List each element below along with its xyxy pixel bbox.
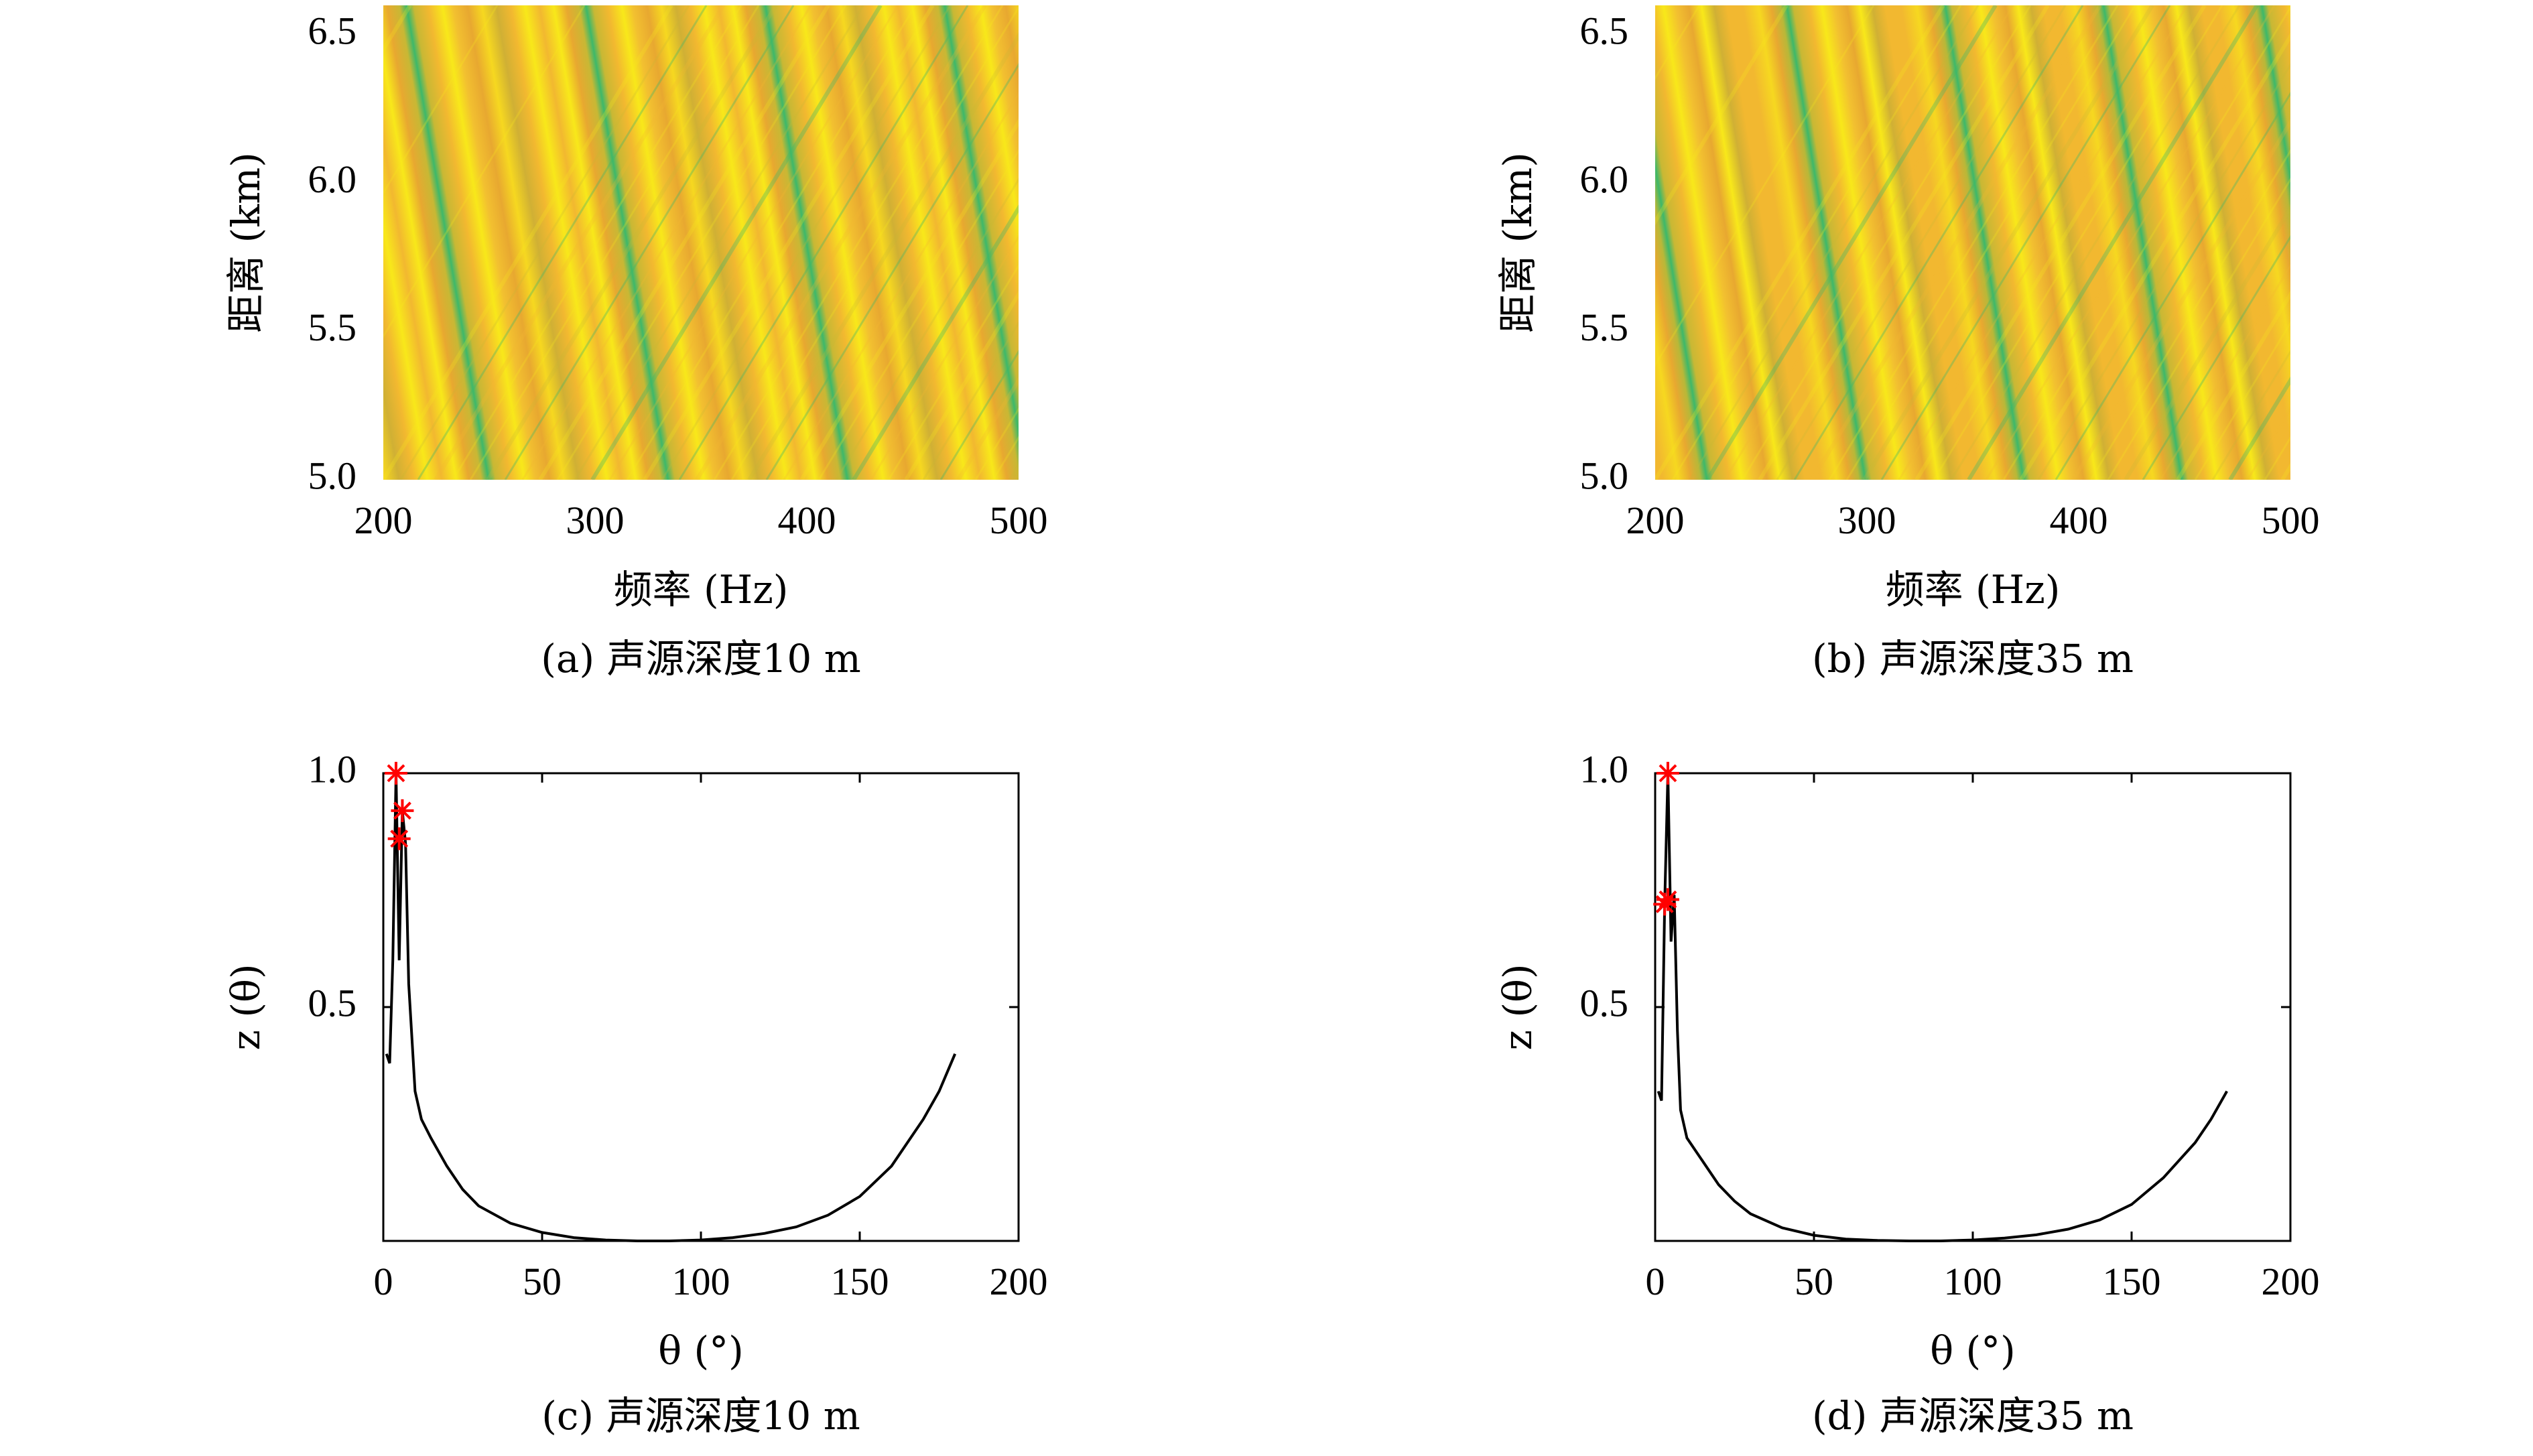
panel-a: 200 300 400 500 5.0 5.5 6.0 6.5 频率 (Hz) 距离 (km) (a… xyxy=(223,5,1048,681)
x-tick-label: 500 xyxy=(2262,499,2320,542)
x-tick-label: 100 xyxy=(672,1260,730,1303)
x-tick-label: 200 xyxy=(354,499,413,542)
x-tick-label: 0 xyxy=(1646,1260,1665,1303)
x-tick-label: 50 xyxy=(1795,1260,1833,1303)
x-axis-label: 频率 (Hz) xyxy=(614,567,789,612)
plot-frame xyxy=(382,772,1020,1242)
y-tick-label: 1.0 xyxy=(1580,747,1629,791)
panel-caption: (b) 声源深度35 m xyxy=(1812,636,2134,681)
y-tick-label: 6.0 xyxy=(1580,157,1629,201)
panel-b: 200 300 400 500 5.0 5.5 6.0 6.5 频率 (Hz) 距离 (km) (b… xyxy=(1495,5,2320,681)
panel-caption: (a) 声源深度10 m xyxy=(541,636,861,681)
x-tick-label: 200 xyxy=(1626,499,1685,542)
x-axis-label: θ (°) xyxy=(1930,1328,2016,1374)
panel-caption: (d) 声源深度35 m xyxy=(1812,1393,2134,1439)
heatmap-field xyxy=(383,5,1019,480)
panel-c: 0 50 100 150 200 0.5 1.0 θ (°) z (θ) (c) 声源深度10 m xyxy=(223,747,1047,1439)
peak-marker xyxy=(387,827,411,850)
y-tick-label: 0.5 xyxy=(308,981,357,1024)
y-tick-label: 6.5 xyxy=(1580,9,1629,53)
y-tick-label: 1.0 xyxy=(308,747,357,791)
y-tick-label: 5.0 xyxy=(308,454,357,497)
series-line xyxy=(385,773,957,1242)
y-axis-label: z (θ) xyxy=(223,964,269,1050)
series-line xyxy=(1657,773,2228,1242)
y-tick-label: 5.5 xyxy=(1580,306,1629,349)
y-tick-label: 5.0 xyxy=(1580,454,1629,497)
y-tick-label: 6.0 xyxy=(308,157,357,201)
y-tick-label: 5.5 xyxy=(308,306,357,349)
x-tick-label: 500 xyxy=(990,499,1048,542)
heatmap-striations xyxy=(1655,5,2290,480)
peak-marker xyxy=(1656,888,1679,911)
y-tick-label: 0.5 xyxy=(1580,981,1629,1024)
x-tick-label: 200 xyxy=(2262,1260,2320,1303)
x-tick-label: 50 xyxy=(523,1260,562,1303)
x-tick-label: 200 xyxy=(990,1260,1048,1303)
panel-d: 0 50 100 150 200 0.5 1.0 θ (°) z (θ) (d) 声源深度35 m xyxy=(1495,747,2319,1439)
x-tick-label: 0 xyxy=(374,1260,393,1303)
x-tick-label: 100 xyxy=(1944,1260,2002,1303)
peak-marker xyxy=(384,762,407,785)
peak-marker xyxy=(391,799,414,822)
x-axis-label: θ (°) xyxy=(658,1328,744,1374)
x-tick-label: 300 xyxy=(1838,499,1896,542)
peak-marker xyxy=(1656,762,1679,785)
x-tick-label: 400 xyxy=(778,499,836,542)
y-axis-label: z (θ) xyxy=(1495,964,1541,1050)
heatmap-field xyxy=(1655,5,2290,480)
x-tick-label: 400 xyxy=(2050,499,2108,542)
y-axis-label: 距离 (km) xyxy=(1495,152,1541,333)
panel-caption: (c) 声源深度10 m xyxy=(541,1393,860,1439)
y-axis-label: 距离 (km) xyxy=(223,152,269,333)
x-tick-label: 300 xyxy=(566,499,625,542)
y-tick-label: 6.5 xyxy=(308,9,357,53)
x-axis-label: 频率 (Hz) xyxy=(1886,567,2061,612)
heatmap-striations xyxy=(383,5,1019,480)
x-tick-label: 150 xyxy=(831,1260,889,1303)
x-tick-label: 150 xyxy=(2103,1260,2161,1303)
plot-frame xyxy=(1654,772,2292,1242)
